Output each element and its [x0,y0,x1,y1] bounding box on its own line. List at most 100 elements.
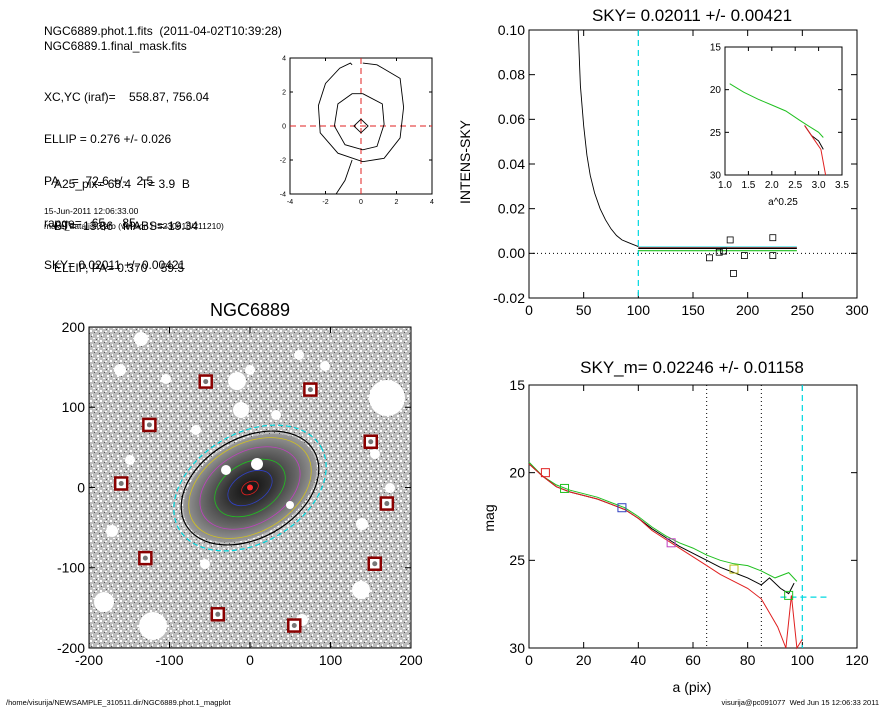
contour-xtick-label: 0 [359,199,363,206]
sky-xtick-label: 50 [576,302,592,318]
mag-xtick-label: 60 [685,652,701,668]
sky-xtick-label: 100 [627,302,651,318]
photometry-a25: A25_pix= 68.4 T= 3.9 B [54,177,190,191]
param-center: XC,YC (iraf)= 558.87, 756.04 [44,90,210,104]
mag-series-line [528,463,795,595]
masked-star-core [203,379,209,385]
mag-box [617,503,627,513]
contour-xtick-label: 4 [430,199,434,206]
sky-box [769,234,777,242]
inset-xlabel: a^0.25 [768,197,798,208]
photometry-ellip-pa: ELLIP, PA= 0.370 59.5 [54,261,184,275]
sky-ytick-label: 0.02 [498,201,525,217]
sky-box [730,270,737,277]
sky-title: SKY= 0.02011 +/- 0.00421 [592,6,792,25]
sky-plot: SKY= 0.02011 +/- 0.00421 INTENS-SKY 0 50 1… [457,6,869,318]
isophote-green [214,458,286,518]
masked-stars [94,332,405,640]
galaxy-center [247,484,253,491]
isophote-magenta [199,446,301,530]
mag-ylabel: mag [481,504,497,531]
sky-profile [577,29,639,248]
sky-box [706,254,713,262]
sky-ytick-label: 0.00 [498,245,525,261]
mag-ytick-label: 30 [509,640,525,656]
sky-ytick-label: 0.10 [498,22,525,38]
image-xtick-label: -100 [155,652,183,668]
sky-box [740,252,748,259]
param-pa: PA = 72.6 +/- 2.5 [44,174,154,188]
masked-star-core [384,501,390,507]
image-ytick-label: 200 [62,319,86,335]
inset-xtick-label: 3.5 [835,180,849,191]
galaxy-mask-2 [221,465,231,475]
image-xtick-label: 0 [246,652,254,668]
mag-frame [528,384,858,649]
inset-xtick-label: 3.0 [812,180,826,191]
param-range: range= 65.- 85. [44,216,140,230]
program-version: make_datalist0.pro (version HS230610/211… [44,221,224,231]
masked-star-core [307,387,313,393]
sky-ytick-label: -0.02 [493,290,525,306]
sky-xtick-label: 300 [845,302,869,318]
sky-ytick-label: 0.04 [498,156,525,172]
mag-title: SKY_m= 0.02246 +/- 0.01158 [580,358,804,377]
inset-green-profile [729,83,824,138]
photometry-results: A25_pix= 68.4 T= 3.9 B BT= 13.86 MABS=-1… [54,149,198,289]
sky-xtick-label: 0 [525,302,533,318]
mag-ytick-label: 15 [509,377,525,393]
contour-plot: -4 -2 0 2 4 -4 -2 0 2 4 [280,55,434,206]
mag-ytick-label: 25 [509,552,525,568]
sky-box [726,236,734,244]
mag-box [540,468,550,478]
sky-box [715,248,723,256]
contour-ytick-label: -4 [280,191,286,198]
image-xtick-label: -200 [75,652,103,668]
inset-frame [724,46,843,176]
image-ytick-label: 0 [77,479,85,495]
image-xtick-label: 200 [399,652,423,668]
mag-xtick-label: 80 [740,652,756,668]
mask-filename: NGC6889.1.final_mask.fits [44,39,187,53]
fit-parameters: XC,YC (iraf)= 558.87, 756.04 ELLIP = 0.2… [44,62,209,286]
masked-star-core [118,480,124,486]
sky-ylabel: INTENS-SKY [457,119,473,204]
mag-box [729,564,739,574]
mag-ytick-label: 20 [509,465,525,481]
contour-xtick-label: 2 [395,199,399,206]
inset-xtick-label: 1.5 [741,180,755,191]
mag-xtick-label: 120 [845,652,869,668]
contour-xtick-label: -2 [322,199,328,206]
image-ytick-label: -100 [57,560,85,576]
isophote-outer [173,424,327,552]
param-ellip: ELLIP = 0.276 +/- 0.026 [44,132,172,146]
masked-star-core [372,561,378,567]
contour-line [353,118,369,134]
masked-star-core [146,422,152,428]
image-ytick-label: 100 [62,399,86,415]
galaxy-mask-1 [251,458,263,470]
mag-xtick-label: 40 [631,652,647,668]
sky-ytick-label: 0.06 [498,111,525,127]
mag-profile-plot: SKY_m= 0.02246 +/- 0.01158 mag a (pix) 0… [481,358,869,695]
isophote-blue [227,469,273,507]
contour-ytick-label: 0 [282,123,286,130]
galaxy-image-plot: NGC6889 -200 -100 0 100 200 -200 -100 0 100 200 [57,300,423,668]
sky-inset: 1.0 1.5 2.0 2.5 3.0 3.5 15 20 25 30 a^0.25 [710,43,850,209]
contour-line [317,62,405,163]
contour-line [335,159,353,195]
masked-star-core [291,623,297,629]
mag-box [666,538,676,548]
mag-box [560,483,570,493]
param-sky: SKY= 0.02011 +/- 0.00421 [44,258,186,272]
contour-line [333,93,385,151]
image-title: NGC6889 [210,300,290,320]
contour-ytick-label: 4 [282,55,286,62]
inset-ytick-label: 30 [710,171,722,182]
inset-red-profile [804,125,827,176]
image-ytick-label: -200 [57,640,85,656]
contour-xtick-label: -4 [287,199,293,206]
masked-star-core [142,555,148,561]
contour-ytick-label: -2 [280,157,286,164]
inset-xtick-label: 1.0 [718,180,732,191]
